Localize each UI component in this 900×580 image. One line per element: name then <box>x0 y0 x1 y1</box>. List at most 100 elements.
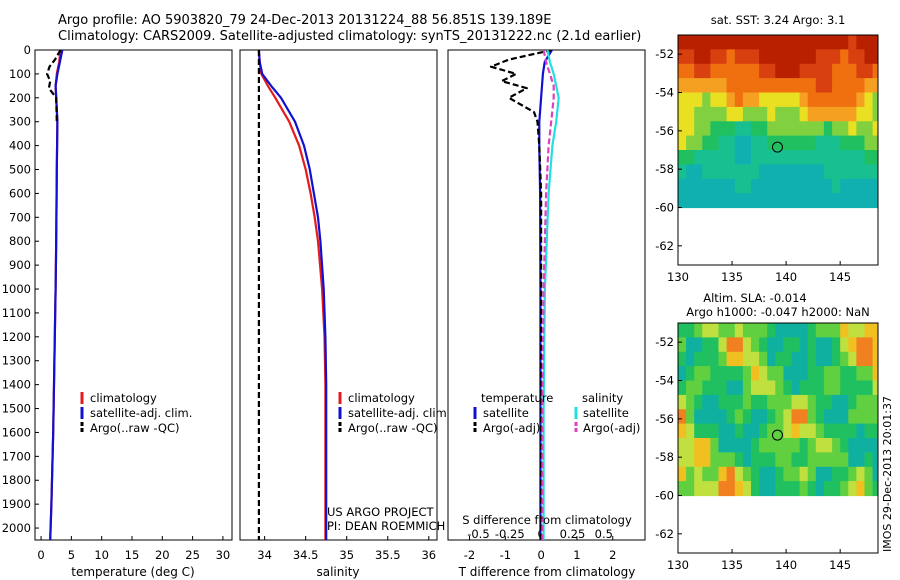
heatmap-cell <box>823 366 833 382</box>
heatmap-cell <box>726 366 736 382</box>
heatmap-cell <box>751 466 760 482</box>
heatmap-cell <box>767 78 776 94</box>
heatmap-cell <box>840 452 849 468</box>
heatmap-cell <box>791 351 801 367</box>
sla-argo-marker <box>771 429 783 441</box>
heatmap-cell <box>726 452 736 468</box>
heatmap-cell <box>710 452 720 468</box>
heatmap-cell <box>751 135 760 151</box>
heatmap-cell <box>848 380 857 396</box>
heatmap-cell <box>710 164 720 180</box>
heatmap-cell <box>694 49 703 65</box>
heatmap-cell <box>848 35 857 50</box>
heatmap-cell <box>823 92 833 108</box>
heatmap-cell <box>694 409 703 425</box>
heatmap-cell <box>767 178 776 194</box>
heatmap-cell <box>678 380 687 396</box>
heatmap-cell <box>767 135 776 151</box>
heatmap-cell <box>702 351 711 367</box>
heatmap-cell <box>678 78 687 94</box>
heatmap-cell <box>759 466 768 482</box>
sla-heatmap-cells <box>678 323 878 497</box>
heatmap-cell <box>718 394 728 410</box>
heatmap-cell <box>734 351 744 367</box>
heatmap-cell <box>686 164 695 180</box>
heatmap-cell <box>734 193 744 209</box>
heatmap-cell <box>807 121 817 137</box>
heatmap-cell <box>856 366 866 382</box>
heatmap-cell <box>678 351 687 367</box>
heatmap-cell <box>694 323 703 338</box>
credit-line1: US ARGO PROJECT <box>327 505 435 519</box>
heatmap-cell <box>742 423 752 439</box>
heatmap-cell <box>767 63 776 79</box>
heatmap-cell <box>759 178 768 194</box>
heatmap-cell <box>702 466 711 482</box>
heatmap-cell <box>702 164 711 180</box>
heatmap-cell <box>848 63 857 79</box>
heatmap-cell <box>823 49 833 65</box>
heatmap-cell <box>799 409 809 425</box>
heatmap-cell <box>726 150 736 165</box>
difference-lines <box>489 50 560 540</box>
heatmap-cell <box>848 121 857 137</box>
heatmap-cell <box>815 423 825 439</box>
heatmap-cell <box>751 193 760 209</box>
heatmap-cell <box>734 337 744 353</box>
heatmap-cell <box>775 366 784 382</box>
heatmap-cell <box>751 63 760 79</box>
heatmap-cell <box>718 135 728 151</box>
heatmap-cell <box>734 164 744 180</box>
heatmap-cell <box>872 423 878 439</box>
heatmap-cell <box>783 35 793 50</box>
heatmap-cell <box>759 351 768 367</box>
heatmap-cell <box>734 63 744 79</box>
heatmap-cell <box>767 452 776 468</box>
heatmap-cell <box>832 178 841 194</box>
series-line-temperature-2 <box>45 50 62 122</box>
heatmap-cell <box>783 366 793 382</box>
heatmap-cell <box>678 366 687 382</box>
difference-plot-area <box>447 49 646 541</box>
heatmap-cell <box>832 106 841 122</box>
heatmap-cell <box>807 92 817 108</box>
figure-title-line2: Climatology: CARS2009. Satellite-adjuste… <box>58 29 642 44</box>
heatmap-cell <box>823 121 833 137</box>
heatmap-cell <box>767 92 776 108</box>
heatmap-cell <box>823 337 833 353</box>
series-line-difference-1 <box>489 50 553 540</box>
heatmap-cell <box>734 438 744 453</box>
heatmap-cell <box>734 92 744 108</box>
heatmap-cell <box>799 178 809 194</box>
heatmap-cell <box>856 466 866 482</box>
heatmap-cell <box>832 351 841 367</box>
heatmap-cell <box>783 135 793 151</box>
heatmap-cell <box>848 164 857 180</box>
heatmap-cell <box>791 423 801 439</box>
heatmap-cell <box>751 150 760 165</box>
heatmap-cell <box>807 466 817 482</box>
heatmap-cell <box>815 150 825 165</box>
heatmap-cell <box>742 351 752 367</box>
heatmap-cell <box>702 380 711 396</box>
heatmap-cell <box>840 351 849 367</box>
x-tick-label: 20 <box>155 548 170 562</box>
heatmap-cell <box>840 150 849 165</box>
heatmap-cell <box>864 481 874 497</box>
heatmap-cell <box>710 92 720 108</box>
map-y-tick-label: -62 <box>655 239 674 253</box>
heatmap-cell <box>718 481 728 497</box>
heatmap-cell <box>799 193 809 209</box>
heatmap-cell <box>734 121 744 137</box>
heatmap-cell <box>775 351 784 367</box>
heatmap-cell <box>807 193 817 209</box>
heatmap-cell <box>856 423 866 439</box>
map-y-tick-label: -58 <box>655 450 674 464</box>
heatmap-cell <box>840 193 849 209</box>
heatmap-cell <box>815 78 825 94</box>
heatmap-cell <box>767 150 776 165</box>
heatmap-cell <box>734 452 744 468</box>
heatmap-cell <box>678 438 687 453</box>
heatmap-cell <box>686 481 695 497</box>
heatmap-cell <box>872 394 878 410</box>
